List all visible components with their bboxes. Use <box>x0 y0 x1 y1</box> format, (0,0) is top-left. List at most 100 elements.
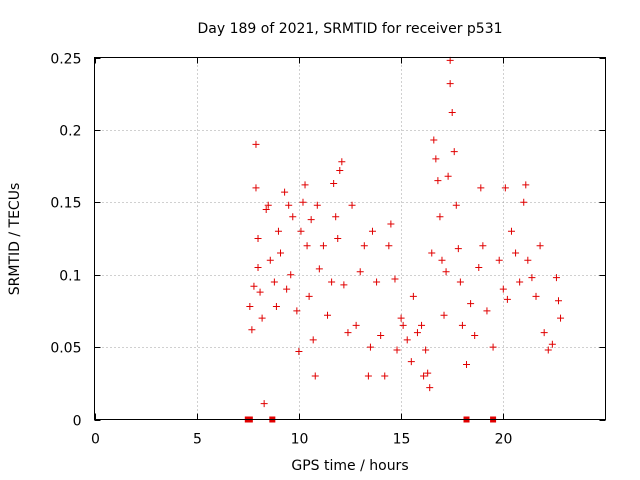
data-point <box>495 256 503 264</box>
data-point <box>536 242 544 250</box>
data-point <box>430 136 438 144</box>
data-point <box>458 321 466 329</box>
data-point <box>499 285 507 293</box>
data-point <box>274 227 282 235</box>
data-point <box>444 172 452 180</box>
data-point <box>436 213 444 221</box>
data-point <box>248 326 256 334</box>
data-point <box>528 274 536 282</box>
data-point <box>252 184 260 192</box>
y-axis-label: SRMTID / TECUs <box>7 183 23 296</box>
data-point <box>287 271 295 279</box>
data-point <box>299 198 307 206</box>
data-point <box>418 321 426 329</box>
data-point <box>393 346 401 354</box>
data-point <box>356 268 364 276</box>
data-point <box>454 245 462 253</box>
data-point <box>307 216 315 224</box>
data-point <box>426 384 434 392</box>
data-point <box>305 292 313 300</box>
data-point <box>507 227 515 235</box>
data-point <box>524 256 532 264</box>
data-point <box>352 321 360 329</box>
y-tick-label: 0.2 <box>59 124 81 140</box>
data-point <box>413 329 421 337</box>
data-point <box>403 336 411 344</box>
data-point <box>301 181 309 189</box>
data-point <box>338 158 346 166</box>
x-tick-label: 0 <box>91 432 100 448</box>
data-point <box>252 140 260 148</box>
data-point <box>475 263 483 271</box>
data-point <box>467 300 475 308</box>
x-tick-label: 5 <box>193 432 202 448</box>
data-point <box>334 235 342 242</box>
x-tick-label: 10 <box>291 432 309 448</box>
data-point <box>422 346 430 354</box>
data-point <box>254 235 262 242</box>
data-point <box>272 303 280 311</box>
data-point <box>479 242 487 250</box>
data-point <box>424 369 432 377</box>
data-point <box>328 278 336 286</box>
data-point <box>548 340 556 348</box>
data-point <box>309 336 317 344</box>
x-axis-label: GPS time / hours <box>291 458 408 474</box>
data-point <box>532 292 540 300</box>
data-point <box>448 109 456 117</box>
data-point <box>452 201 460 209</box>
data-point <box>330 179 338 187</box>
data-point <box>434 177 442 185</box>
data-point <box>446 56 454 64</box>
data-point <box>387 220 395 228</box>
data-points <box>244 56 565 423</box>
data-point <box>332 213 340 221</box>
data-point <box>501 184 509 192</box>
data-point <box>297 227 305 235</box>
data-point <box>385 242 393 250</box>
data-point <box>420 372 428 380</box>
data-point <box>366 343 374 351</box>
data-point <box>256 288 264 296</box>
data-point <box>552 274 560 282</box>
data-point <box>277 249 285 257</box>
data-point <box>293 307 301 315</box>
data-point <box>503 295 511 303</box>
data-point <box>311 372 319 380</box>
data-point <box>456 278 464 286</box>
data-point <box>270 278 278 286</box>
data-point <box>512 249 520 257</box>
data-point <box>319 242 327 250</box>
data-point <box>381 372 389 380</box>
data-point <box>489 343 497 351</box>
data-point <box>471 332 479 340</box>
data-point <box>340 281 348 289</box>
data-point <box>407 358 415 366</box>
data-point <box>254 263 262 271</box>
data-point <box>344 329 352 337</box>
data-point <box>399 321 407 329</box>
data-point <box>303 242 311 250</box>
data-point <box>258 314 266 322</box>
axis-ticks: 0 0.05 0.1 0.15 0.2 0.25 0 5 10 15 20 <box>50 52 606 448</box>
data-point <box>281 188 289 196</box>
x-tick-label: 20 <box>495 432 513 448</box>
data-point <box>313 201 321 209</box>
data-point <box>442 268 450 276</box>
chart-title: Day 189 of 2021, SRMTID for receiver p53… <box>197 21 502 37</box>
y-tick-label: 0.15 <box>50 196 81 212</box>
data-point <box>463 360 471 368</box>
data-point <box>440 311 448 319</box>
plot-frame <box>94 57 606 420</box>
data-point <box>360 242 368 250</box>
x-tick-label: 15 <box>393 432 411 448</box>
data-point <box>295 347 303 355</box>
data-point <box>336 166 344 174</box>
data-point <box>266 256 274 264</box>
data-point <box>285 201 293 209</box>
data-point <box>324 311 332 319</box>
y-tick-label: 0.1 <box>59 269 81 285</box>
data-point <box>446 80 454 88</box>
data-point <box>373 278 381 286</box>
data-point <box>520 198 528 206</box>
